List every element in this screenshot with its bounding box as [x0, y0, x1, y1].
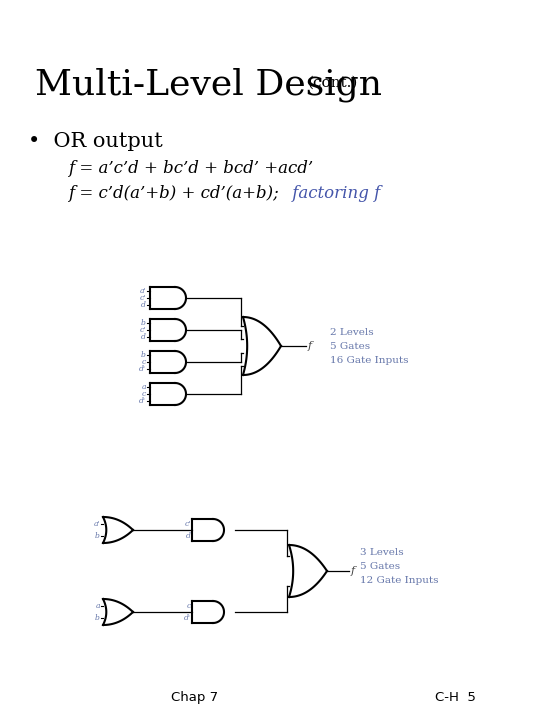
Text: 5 Gates: 5 Gates: [360, 562, 400, 571]
Text: c': c': [140, 294, 146, 302]
Text: c: c: [187, 603, 191, 611]
Text: f: f: [351, 566, 355, 576]
Text: b: b: [95, 614, 100, 622]
Text: f = a’c’d + bc’d + bcd’ +acd’: f = a’c’d + bc’d + bcd’ +acd’: [68, 160, 313, 177]
Text: 12 Gate Inputs: 12 Gate Inputs: [360, 576, 438, 585]
Text: f: f: [308, 341, 312, 351]
Text: a: a: [96, 602, 100, 610]
Text: Chap 7: Chap 7: [171, 691, 219, 704]
Text: c': c': [185, 521, 191, 528]
Text: 2 Levels: 2 Levels: [330, 328, 374, 337]
Text: C-H  5: C-H 5: [435, 691, 475, 704]
Text: 16 Gate Inputs: 16 Gate Inputs: [330, 356, 408, 365]
Text: b: b: [141, 351, 146, 359]
Text: d': d': [139, 397, 146, 405]
Text: d: d: [141, 302, 146, 310]
Text: c: c: [141, 390, 146, 398]
Text: a': a': [93, 520, 100, 528]
Text: •  OR output: • OR output: [28, 132, 163, 151]
Text: Multi-Level Design: Multi-Level Design: [35, 68, 382, 102]
Text: f = c’d(a’+b) + cd’(a+b);: f = c’d(a’+b) + cd’(a+b);: [68, 185, 279, 202]
Text: a: a: [141, 382, 146, 391]
Text: (cont.): (cont.): [308, 76, 359, 90]
Text: b: b: [141, 319, 146, 327]
Text: d': d': [139, 365, 146, 374]
Text: c: c: [141, 358, 146, 366]
Text: d': d': [184, 613, 191, 621]
Text: factoring f: factoring f: [287, 185, 380, 202]
Text: b: b: [95, 532, 100, 540]
Text: 5 Gates: 5 Gates: [330, 342, 370, 351]
Text: d: d: [141, 333, 146, 341]
Text: a': a': [139, 287, 146, 294]
Text: 3 Levels: 3 Levels: [360, 548, 403, 557]
Text: d: d: [186, 531, 191, 539]
Text: c': c': [140, 326, 146, 334]
